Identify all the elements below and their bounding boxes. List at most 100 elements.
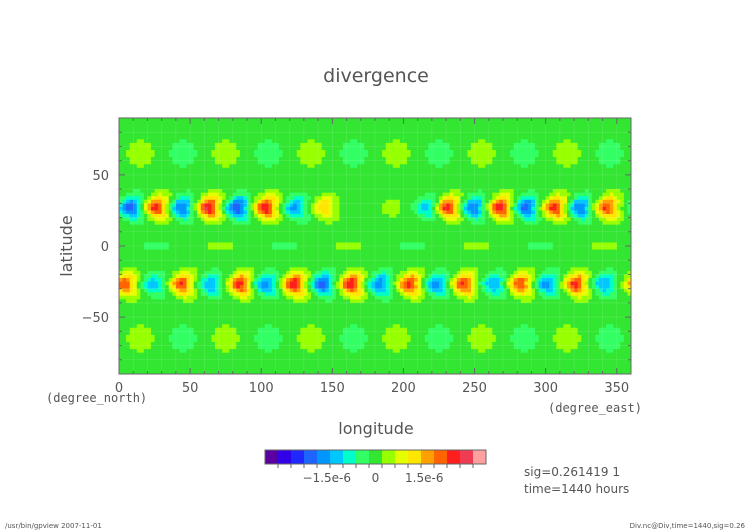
field-cell <box>200 231 205 236</box>
field-cell <box>492 135 497 140</box>
field-cell <box>143 199 148 204</box>
field-cell <box>382 139 387 144</box>
field-cell <box>367 171 372 176</box>
field-cell <box>535 160 539 165</box>
field-cell <box>165 164 170 169</box>
field-cell <box>147 128 152 133</box>
field-cell <box>606 217 611 222</box>
field-cell <box>559 199 564 204</box>
field-cell <box>236 217 241 222</box>
field-cell <box>602 125 607 130</box>
field-cell <box>613 118 618 122</box>
field-cell <box>549 203 554 208</box>
field-cell <box>527 189 532 194</box>
field-cell <box>154 128 159 133</box>
field-cell <box>446 146 451 151</box>
field-cell <box>222 160 227 165</box>
field-cell <box>229 150 234 154</box>
field-cell <box>439 178 443 183</box>
field-cell <box>236 221 241 226</box>
field-cell <box>360 164 365 169</box>
field-cell <box>343 192 347 197</box>
field-cell <box>122 132 127 137</box>
field-cell <box>506 217 511 222</box>
field-cell <box>207 203 212 208</box>
field-cell <box>428 224 433 229</box>
field-cell <box>254 217 259 222</box>
field-cell <box>161 210 166 215</box>
field-cell <box>300 189 305 194</box>
field-cell <box>257 206 262 211</box>
field-cell <box>261 192 266 197</box>
field-cell <box>620 192 625 197</box>
field-cell <box>517 171 522 176</box>
field-cell <box>424 182 429 186</box>
field-cell <box>136 146 141 151</box>
field-cell <box>577 167 582 172</box>
field-cell <box>407 135 411 140</box>
field-cell <box>129 185 134 190</box>
field-cell <box>382 238 387 243</box>
field-cell <box>282 171 287 176</box>
field-cell <box>531 199 536 204</box>
field-cell <box>460 203 465 208</box>
field-cell <box>264 178 269 183</box>
field-cell <box>591 185 596 190</box>
field-cell <box>335 192 340 197</box>
field-cell <box>520 139 525 144</box>
field-cell <box>197 192 202 197</box>
field-cell <box>538 157 543 162</box>
field-cell <box>343 139 347 144</box>
field-cell <box>431 135 436 140</box>
field-cell <box>271 238 276 243</box>
field-cell <box>190 217 195 222</box>
field-cell <box>140 224 145 229</box>
field-cell <box>620 214 625 218</box>
field-cell <box>595 196 600 201</box>
field-cell <box>439 199 443 204</box>
field-cell <box>289 178 294 183</box>
field-cell <box>602 167 607 172</box>
field-cell <box>492 132 497 137</box>
field-cell <box>531 146 536 151</box>
field-cell <box>435 221 440 226</box>
field-cell <box>399 238 404 243</box>
field-cell <box>243 167 248 172</box>
field-cell <box>396 192 401 197</box>
field-cell <box>520 121 525 126</box>
field-cell <box>357 157 362 162</box>
field-cell <box>325 153 330 158</box>
field-cell <box>367 185 372 190</box>
field-cell <box>286 139 291 144</box>
field-cell <box>446 203 451 208</box>
field-cell <box>168 196 173 201</box>
field-cell <box>599 139 603 144</box>
field-cell <box>396 153 401 158</box>
field-cell <box>499 160 504 165</box>
field-cell <box>314 189 319 194</box>
field-cell <box>421 238 426 243</box>
field-cell <box>136 139 141 144</box>
field-cell <box>158 196 163 201</box>
field-cell <box>478 128 483 133</box>
field-cell <box>229 121 234 126</box>
field-cell <box>350 214 355 218</box>
field-cell <box>154 231 159 236</box>
field-cell <box>175 214 180 218</box>
field-cell <box>570 206 575 211</box>
field-cell <box>552 167 557 172</box>
field-cell <box>520 174 525 179</box>
field-cell <box>161 167 166 172</box>
field-cell <box>595 231 600 236</box>
field-cell <box>517 167 522 172</box>
field-cell <box>190 150 195 154</box>
field-cell <box>506 224 511 229</box>
field-cell <box>353 171 358 176</box>
field-cell <box>318 214 323 218</box>
field-cell <box>431 224 436 229</box>
field-cell <box>449 142 454 147</box>
field-cell <box>591 142 596 147</box>
field-cell <box>311 214 315 218</box>
field-cell <box>229 221 234 226</box>
field-cell <box>261 125 266 130</box>
